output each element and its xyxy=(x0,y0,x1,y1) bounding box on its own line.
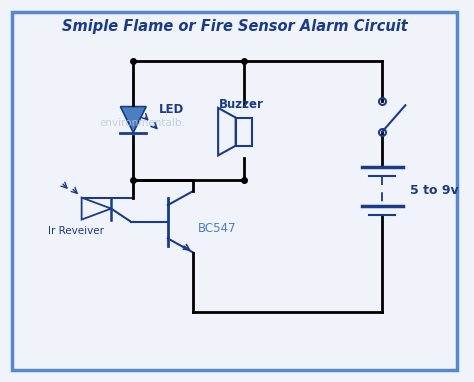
Polygon shape xyxy=(120,107,146,133)
Text: environmentalb.: environmentalb. xyxy=(100,118,185,128)
Text: Smiple Flame or Fire Sensor Alarm Circuit: Smiple Flame or Fire Sensor Alarm Circui… xyxy=(62,19,408,34)
Bar xyxy=(236,118,252,146)
Text: Buzzer: Buzzer xyxy=(219,98,264,111)
Text: Ir Reveiver: Ir Reveiver xyxy=(48,227,104,236)
Text: LED: LED xyxy=(159,103,184,116)
Text: BC547: BC547 xyxy=(198,222,237,235)
Text: 5 to 9v: 5 to 9v xyxy=(410,185,458,197)
